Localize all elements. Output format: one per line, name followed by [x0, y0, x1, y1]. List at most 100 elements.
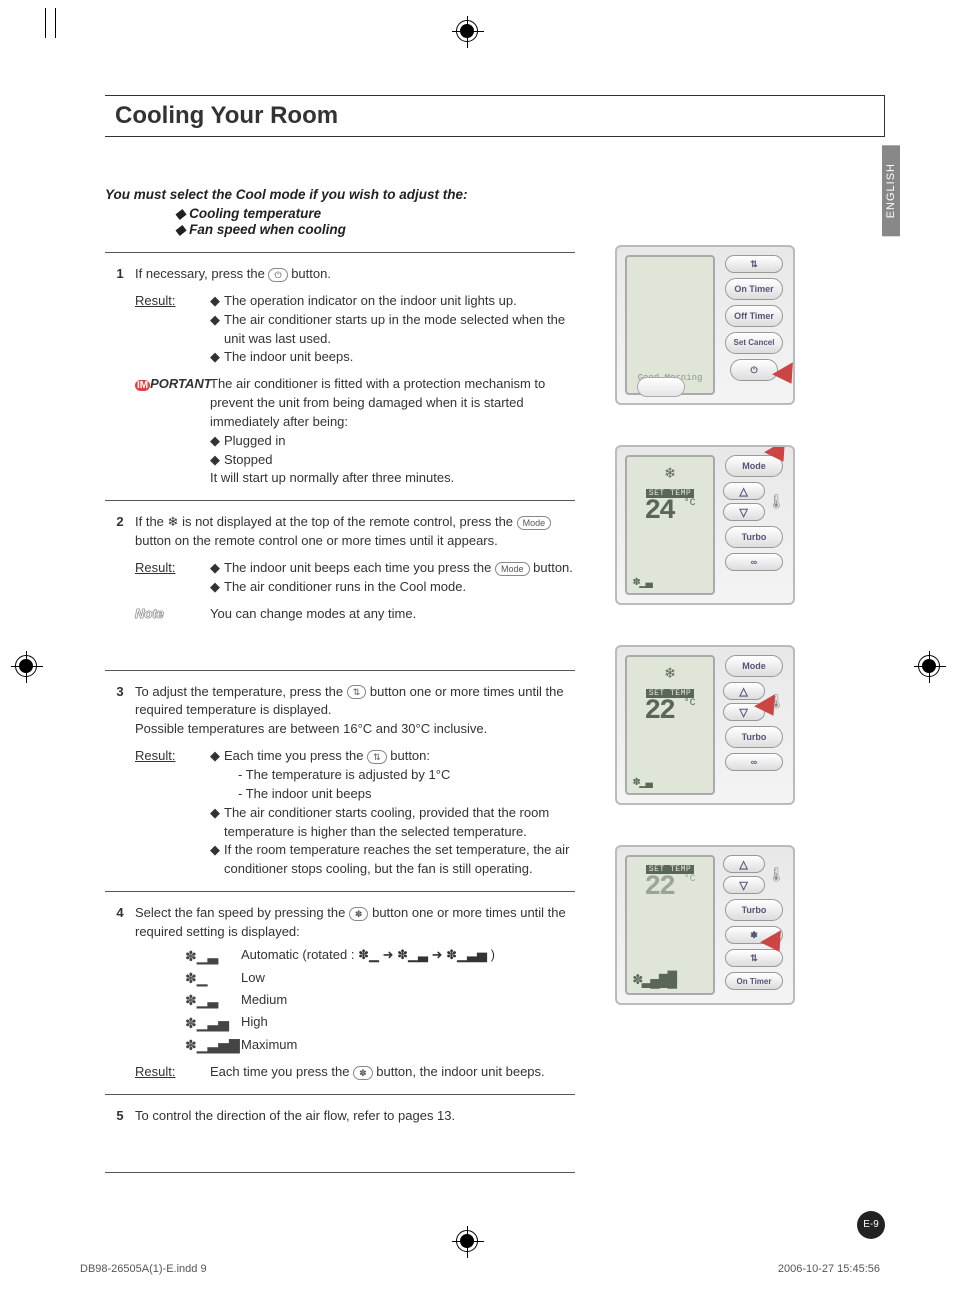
step-text: To adjust the temperature, press the [135, 684, 347, 699]
divider [105, 891, 575, 892]
step-text: If necessary, press the [135, 266, 268, 281]
power-button: ⏻ [730, 359, 778, 381]
fan-row: ✽▁▃ Automatic (rotated : ✽▁ ➜ ✽▁▃ ➜ ✽▁▃▅… [185, 946, 585, 966]
temp-value: 22 [644, 696, 674, 727]
result-item: The indoor unit beeps. [210, 348, 585, 367]
important-item: Plugged in [210, 432, 585, 451]
result-item: The operation indicator on the indoor un… [210, 292, 585, 311]
on-timer-button: On Timer [725, 278, 783, 300]
deg-c-label: °C [684, 698, 696, 709]
divider [105, 252, 575, 253]
step-2: 2 If the ❄ is not displayed at the top o… [105, 507, 585, 629]
fan-label-text: Automatic (rotated : [241, 947, 358, 962]
fan-high-icon: ✽▁▃▅ [185, 1013, 225, 1033]
step-3: 3 To adjust the temperature, press the ⇅… [105, 677, 585, 885]
fan-med-icon: ✽▁▃ [185, 990, 225, 1010]
fan-label: Medium [241, 991, 287, 1010]
result-item: The indoor unit beeps each time you pres… [210, 559, 585, 578]
result-text: Each time you press the [224, 748, 367, 763]
temp-value: 24 [644, 496, 674, 527]
registration-mark-icon [15, 655, 37, 677]
result-label: Result: [135, 748, 175, 763]
snowflake-icon: ❄ [665, 663, 675, 683]
mode-button: Mode [725, 655, 783, 677]
result-text: The indoor unit beeps each time you pres… [224, 560, 495, 575]
fan-label: High [241, 1013, 268, 1032]
step-text: To control the direction of the air flow… [135, 1107, 585, 1126]
intro-item: Fan speed when cooling [175, 222, 885, 238]
fan-low-icon: ✽▁ [185, 968, 225, 988]
step-text: Select the fan speed by pressing the [135, 905, 349, 920]
thermometer-icon: 🌡 [768, 866, 786, 883]
on-timer-button: On Timer [725, 972, 783, 990]
step-1: 1 If necessary, press the ⏻ button. Resu… [105, 259, 585, 494]
result-subitem: - The indoor unit beeps [224, 785, 585, 804]
fan-button-icon: ✽ [349, 907, 369, 921]
step-text: button. [291, 266, 331, 281]
result-text: button. [533, 560, 573, 575]
temp-down-button [723, 876, 765, 894]
step-number: 5 [105, 1107, 135, 1126]
result-label: Result: [135, 293, 175, 308]
turbo-button: Turbo [725, 726, 783, 748]
fan-label: Automatic (rotated : ✽▁ ➜ ✽▁▃ ➜ ✽▁▃▅ ) [241, 946, 495, 965]
temp-down-button [723, 503, 765, 521]
mode-button-icon: Mode [495, 562, 530, 576]
important-item: Stopped [210, 451, 585, 470]
registration-mark-icon [918, 655, 940, 677]
step-number: 3 [105, 683, 135, 879]
fan-button-icon: ✽ [353, 1066, 373, 1080]
intro-lead: You must select the Cool mode if you wis… [105, 187, 885, 202]
remote-illustration-1: Good Morning ⇅ On Timer Off Timer Set Ca… [615, 245, 795, 405]
note-text: You can change modes at any time. [210, 605, 585, 624]
important-label-text: PORTANT [150, 376, 212, 391]
step-text: is not displayed at the top of the remot… [182, 514, 517, 529]
language-tab: ENGLISH [882, 145, 900, 236]
temp-button-icon: ⇅ [347, 685, 367, 699]
turbo-button: Turbo [725, 526, 783, 548]
result-label: Result: [135, 1064, 175, 1079]
blank-button [637, 377, 685, 397]
footer-timestamp: 2006-10-27 15:45:56 [778, 1263, 880, 1275]
fan-max-icon: ✽▁▃▅▇ [185, 1035, 225, 1055]
important-text: The air conditioner is fitted with a pro… [210, 375, 585, 432]
fan-bars-icon: ✽▂▄▆█ [633, 969, 676, 989]
important-badge-icon: IM [135, 380, 150, 391]
fan-label: Maximum [241, 1036, 297, 1055]
remote-illustration-4: SET TEMP 22 °C ✽▂▄▆█ 🌡 Turbo ✽ ⇅ [615, 845, 795, 1005]
result-text: button: [390, 748, 430, 763]
step-5: 5 To control the direction of the air fl… [105, 1101, 585, 1132]
result-item: If the room temperature reaches the set … [210, 841, 585, 879]
fan-row: ✽▁▃▅ High [185, 1013, 585, 1033]
fan-label: Low [241, 969, 265, 988]
divider [105, 500, 575, 501]
note-label: Note [135, 605, 210, 624]
remote-illustration-2: ❄ SET TEMP 24 °C ✽▁▃ Mode 🌡 Turbo [615, 445, 795, 605]
step-4: 4 Select the fan speed by pressing the ✽… [105, 898, 585, 1088]
fan-rotation-icon: ✽▁ ➜ ✽▁▃ ➜ ✽▁▃▅ [358, 947, 487, 962]
result-text: button, the indoor unit beeps. [376, 1064, 544, 1079]
onoff-button-icon: ⏻ [268, 268, 287, 282]
fan-auto-icon: ✽▁▃ [185, 946, 225, 966]
mode-button-icon: Mode [517, 516, 552, 530]
important-tail: It will start up normally after three mi… [210, 469, 585, 488]
crop-mark [45, 8, 46, 38]
divider [105, 1172, 575, 1173]
fan-bars-icon: ✽▁▃ [633, 774, 652, 789]
fan-row: ✽▁ Low [185, 968, 585, 988]
snowflake-icon: ❄ [168, 513, 179, 532]
thermometer-icon: 🌡 [768, 493, 786, 510]
temp-value: 22 [644, 872, 674, 903]
registration-mark-icon [456, 20, 478, 42]
intro-block: You must select the Cool mode if you wis… [105, 187, 885, 246]
page-title: Cooling Your Room [105, 95, 885, 137]
result-item: The air conditioner runs in the Cool mod… [210, 578, 585, 597]
page-number-badge: E-9 [857, 1211, 885, 1239]
fan-button: ∞ [725, 553, 783, 571]
step-text: button on the remote control one or more… [135, 533, 498, 548]
fan-label-text: ) [491, 947, 495, 962]
step-number: 2 [105, 513, 135, 623]
footer-filename: DB98-26505A(1)-E.indd 9 [80, 1263, 207, 1275]
result-item: Each time you press the ⇅ button: - The … [210, 747, 585, 804]
registration-mark-icon [456, 1230, 478, 1252]
